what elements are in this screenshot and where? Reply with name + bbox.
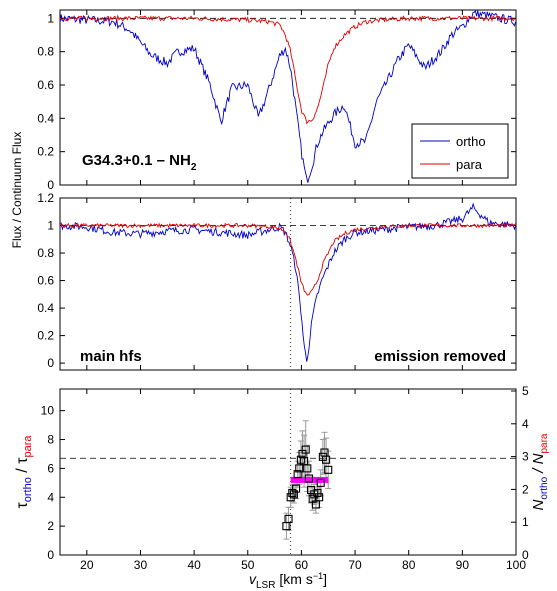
panel-top-frame (59, 9, 517, 186)
panel-middle-frame (59, 197, 517, 371)
series-para-line (59, 222, 516, 296)
data-point (293, 470, 302, 479)
data-point (295, 464, 304, 473)
y-tick-label: 1 (47, 11, 54, 25)
legend: ortho para (411, 123, 509, 179)
x-tick-label: 60 (295, 558, 309, 572)
y-tick-label: 0.4 (37, 111, 54, 125)
y-tick-label-right: 1 (522, 515, 529, 529)
y-tick-label-right: 5 (522, 384, 529, 398)
x-tick-label: 100 (506, 558, 526, 572)
data-point (316, 478, 325, 487)
legend-para-label: para (456, 157, 483, 172)
data-point (313, 488, 322, 497)
data-point (315, 493, 324, 502)
x-tick-label: 20 (80, 558, 94, 572)
y-tick-label: 1 (47, 219, 54, 233)
mean-ratio-bar (290, 476, 329, 483)
y-tick-label: 10 (41, 404, 55, 418)
y-tick-label: 0 (47, 178, 54, 192)
data-point (284, 514, 293, 523)
x-tick-label: 30 (134, 558, 148, 572)
y-tick-label: 0.6 (37, 274, 54, 288)
y-tick-label: 0.6 (37, 78, 54, 92)
x-axis-label: vLSR [km s−1] (249, 571, 327, 591)
y-tick-label: 0.4 (37, 301, 54, 315)
y-tick-label: 0.8 (37, 45, 54, 59)
data-point (289, 490, 298, 499)
series-ortho-line (59, 9, 517, 183)
annotation-emission-removed: emission removed (374, 348, 506, 365)
y-tick-label: 4 (47, 490, 54, 504)
data-point (301, 445, 310, 454)
x-tick-label: 70 (348, 558, 362, 572)
y-tick-label: 0.2 (37, 145, 54, 159)
y-tick-label: 6 (47, 461, 54, 475)
series-para-line (59, 14, 516, 125)
panel-top-plot: 0 0.2 0.4 0.6 0.8 1 (37, 9, 517, 192)
y-tick-label: 1.2 (37, 191, 54, 205)
source-annotation: G34.3+0.1 – NH2 (82, 152, 197, 173)
x-tick-label: 50 (241, 558, 255, 572)
series-ortho-line (59, 202, 517, 362)
y-tick-label: 0 (47, 356, 54, 370)
panel-bottom-frame (59, 388, 517, 556)
y-tick-label-right: 0 (522, 548, 529, 562)
x-tick-label: 80 (402, 558, 416, 572)
legend-box (411, 123, 509, 179)
y-tick-label: 0.8 (37, 246, 54, 260)
y-tick-label-right: 3 (522, 450, 529, 464)
y-tick-label: 2 (47, 519, 54, 533)
y-tick-label: 8 (47, 433, 54, 447)
y-tick-label-right: 2 (522, 482, 529, 496)
data-point (303, 464, 312, 473)
data-point (324, 465, 333, 474)
y-axis-label-n-ratio: Northo / Npara (530, 433, 550, 510)
y-tick-label-right: 4 (522, 417, 529, 431)
y-axis-label-flux: Flux / Continuum Flux (10, 132, 24, 249)
data-point (304, 474, 313, 483)
data-point (322, 455, 331, 464)
annotation-main-hfs: main hfs (80, 348, 142, 365)
x-tick-label: 40 (187, 558, 201, 572)
y-axis-label-tau-ratio: τortho / τpara (14, 435, 34, 509)
legend-ortho-label: ortho (456, 134, 486, 149)
y-tick-label: 0 (47, 548, 54, 562)
x-tick-label: 90 (456, 558, 470, 572)
y-tick-label: 0.2 (37, 329, 54, 343)
panel-middle-plot: 0 0.2 0.4 0.6 0.8 1 1.2 (37, 191, 517, 370)
data-point (291, 484, 301, 493)
